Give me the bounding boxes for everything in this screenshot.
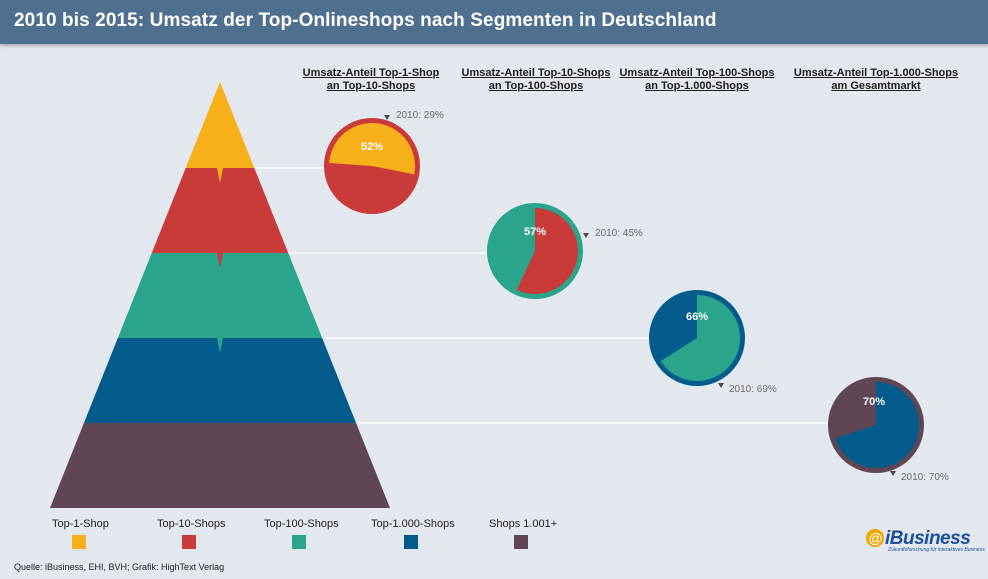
legend-swatch-top1: [72, 535, 86, 549]
chart-title: 2010 bis 2015: Umsatz der Top-Onlineshop…: [14, 10, 717, 31]
title-bar: 2010 bis 2015: Umsatz der Top-Onlineshop…: [0, 0, 988, 44]
pie-4-label-2010: 2010: 70%: [901, 472, 949, 483]
pie-2-label-2015: 57%: [524, 226, 546, 238]
pie-1-label-2015: 52%: [361, 141, 383, 153]
legend-label-top1: Top-1-Shop: [52, 518, 109, 530]
legend-swatch-top10: [182, 535, 196, 549]
pie-header-2-line1: Umsatz-Anteil Top-10-Shops: [461, 67, 611, 79]
pie-3-marker-2010: [718, 383, 724, 388]
pie-4-share-2015: [835, 382, 919, 468]
pyramid-band-top-1-000-shops: [83, 338, 357, 423]
pie-1-marker-2010: [384, 115, 390, 120]
pie-1-label-2010: 2010: 29%: [396, 110, 444, 121]
pyramid-band-top-10-shops: [151, 168, 289, 253]
legend-label-top100: Top-100-Shops: [264, 518, 339, 530]
pie-3-label-2015: 66%: [686, 311, 708, 323]
legend-swatch-shops1001: [514, 535, 528, 549]
pyramid-notch-1: [217, 168, 223, 183]
pie-header-4-line2: am Gesamtmarkt: [831, 80, 921, 92]
pie-header-2-line2: an Top-100-Shops: [488, 80, 584, 92]
pie-3-share-2015: [660, 295, 740, 382]
pie-header-2: Umsatz-Anteil Top-10-Shops an Top-100-Sh…: [458, 67, 614, 93]
source-note: Quelle: iBusiness, EHI, BVH; Grafik: Hig…: [14, 562, 225, 572]
legend-label-shops1001: Shops 1.001+: [489, 518, 558, 530]
pie-header-4-line1: Umsatz-Anteil Top-1.000-Shops: [793, 67, 959, 79]
pie-2-label-2010: 2010: 45%: [595, 228, 643, 239]
pie-4-label-2015: 70%: [863, 396, 885, 408]
pie-header-3-line2: an Top-1.000-Shops: [645, 80, 749, 92]
pyramid-band-top-1-shop: [185, 82, 255, 168]
pie-1-share-2015: [329, 122, 415, 175]
pyramid-notch-2: [217, 253, 223, 268]
logo-tagline: Zukunftsforschung für interaktives Busin…: [888, 547, 985, 553]
ibusiness-logo: @ iBusiness Zukunftsforschung für interak…: [866, 528, 985, 553]
pyramid-band-shops-1-001-: [50, 423, 390, 508]
pie-2-share-2015: [516, 208, 578, 294]
pie-header-4: Umsatz-Anteil Top-1.000-Shops am Gesamtm…: [790, 67, 962, 93]
logo-wordmark: @ iBusiness: [866, 528, 971, 550]
pyramid-notch-3: [217, 338, 223, 353]
legend-label-top1000: Top-1.000-Shops: [371, 518, 455, 530]
legend-label-top10: Top-10-Shops: [157, 518, 226, 530]
pie-2-marker-2010: [583, 233, 589, 238]
legend-swatch-top100: [292, 535, 306, 549]
pie-header-3-line1: Umsatz-Anteil Top-100-Shops: [619, 67, 775, 79]
pie-header-1: Umsatz-Anteil Top-1-Shop an Top-10-Shops: [296, 67, 446, 93]
pyramid-band-top-100-shops: [117, 253, 323, 338]
logo-at-icon: @: [866, 529, 884, 547]
pie-3-label-2010: 2010: 69%: [729, 384, 777, 395]
pie-header-1-line1: Umsatz-Anteil Top-1-Shop: [302, 67, 440, 79]
pie-header-1-line2: an Top-10-Shops: [326, 80, 416, 92]
pie-header-3: Umsatz-Anteil Top-100-Shops an Top-1.000…: [618, 67, 776, 93]
pie-4-marker-2010: [890, 471, 896, 476]
logo-name: iBusiness: [885, 528, 971, 549]
legend-swatch-top1000: [404, 535, 418, 549]
